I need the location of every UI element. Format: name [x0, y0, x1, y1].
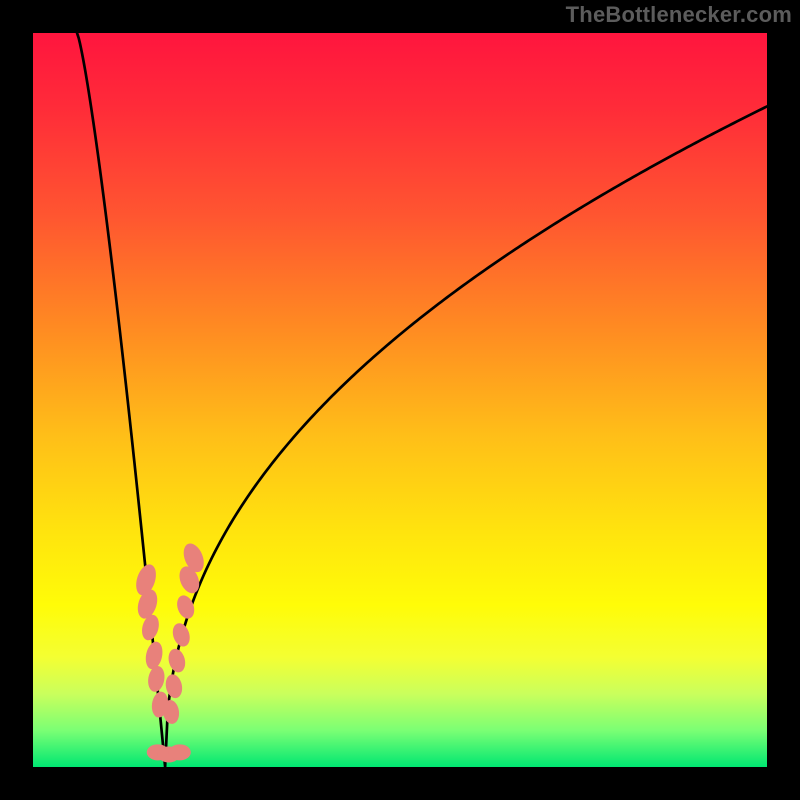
gradient-background	[33, 33, 767, 767]
marker-bottom-2	[169, 744, 191, 760]
chart-frame: TheBottlenecker.com	[0, 0, 800, 800]
watermark-text: TheBottlenecker.com	[566, 2, 792, 28]
plot-area	[33, 33, 767, 767]
bottleneck-chart-svg	[33, 33, 767, 767]
